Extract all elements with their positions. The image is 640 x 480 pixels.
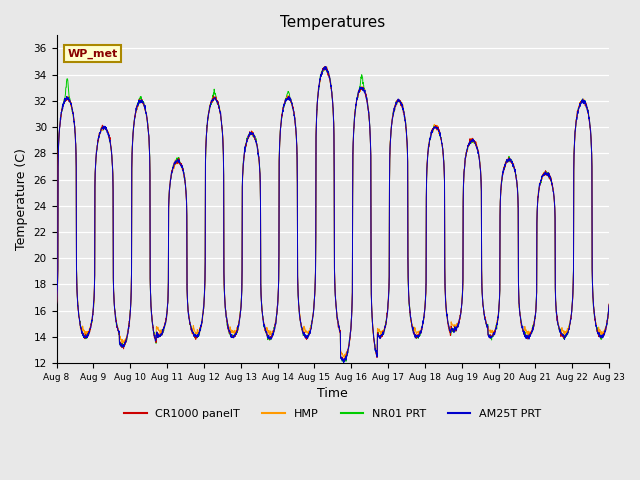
AM25T PRT [362,91,369,96]
AM25T PRT [494,316,502,322]
AM25T PRT [349,139,357,145]
NR01 PRT [339,359,346,364]
CR1000 panelT [557,329,564,335]
CR1000 panelT [52,301,60,307]
Legend: CR1000 panelT, HMP, NR01 PRT, AM25T PRT: CR1000 panelT, HMP, NR01 PRT, AM25T PRT [120,404,546,423]
Line: AM25T PRT: AM25T PRT [56,67,609,363]
AM25T PRT [605,302,613,308]
AM25T PRT [52,302,60,308]
NR01 PRT [362,90,369,96]
Line: HMP: HMP [56,66,609,358]
NR01 PRT [52,300,60,306]
Line: CR1000 panelT: CR1000 panelT [56,67,609,361]
HMP [572,117,580,122]
AM25T PRT [572,120,580,125]
NR01 PRT [349,144,357,149]
AM25T PRT [340,360,348,366]
HMP [349,141,357,146]
NR01 PRT [605,302,613,308]
NR01 PRT [207,102,214,108]
CR1000 panelT [207,101,214,107]
NR01 PRT [572,120,580,125]
CR1000 panelT [605,301,613,307]
HMP [207,101,214,107]
CR1000 panelT [340,359,348,364]
Text: WP_met: WP_met [68,48,118,59]
AM25T PRT [322,64,330,70]
CR1000 panelT [572,119,580,125]
CR1000 panelT [321,64,328,70]
HMP [341,355,349,360]
AM25T PRT [207,101,214,107]
CR1000 panelT [349,142,357,148]
NR01 PRT [557,332,564,337]
NR01 PRT [321,64,329,70]
CR1000 panelT [362,91,369,96]
Y-axis label: Temperature (C): Temperature (C) [15,148,28,250]
HMP [52,301,60,307]
HMP [321,63,329,69]
NR01 PRT [494,317,502,323]
Title: Temperatures: Temperatures [280,15,385,30]
HMP [362,89,369,95]
AM25T PRT [557,330,564,336]
HMP [605,301,613,307]
X-axis label: Time: Time [317,387,348,400]
Line: NR01 PRT: NR01 PRT [56,67,609,361]
HMP [494,316,502,322]
CR1000 panelT [494,317,502,323]
HMP [557,330,564,336]
